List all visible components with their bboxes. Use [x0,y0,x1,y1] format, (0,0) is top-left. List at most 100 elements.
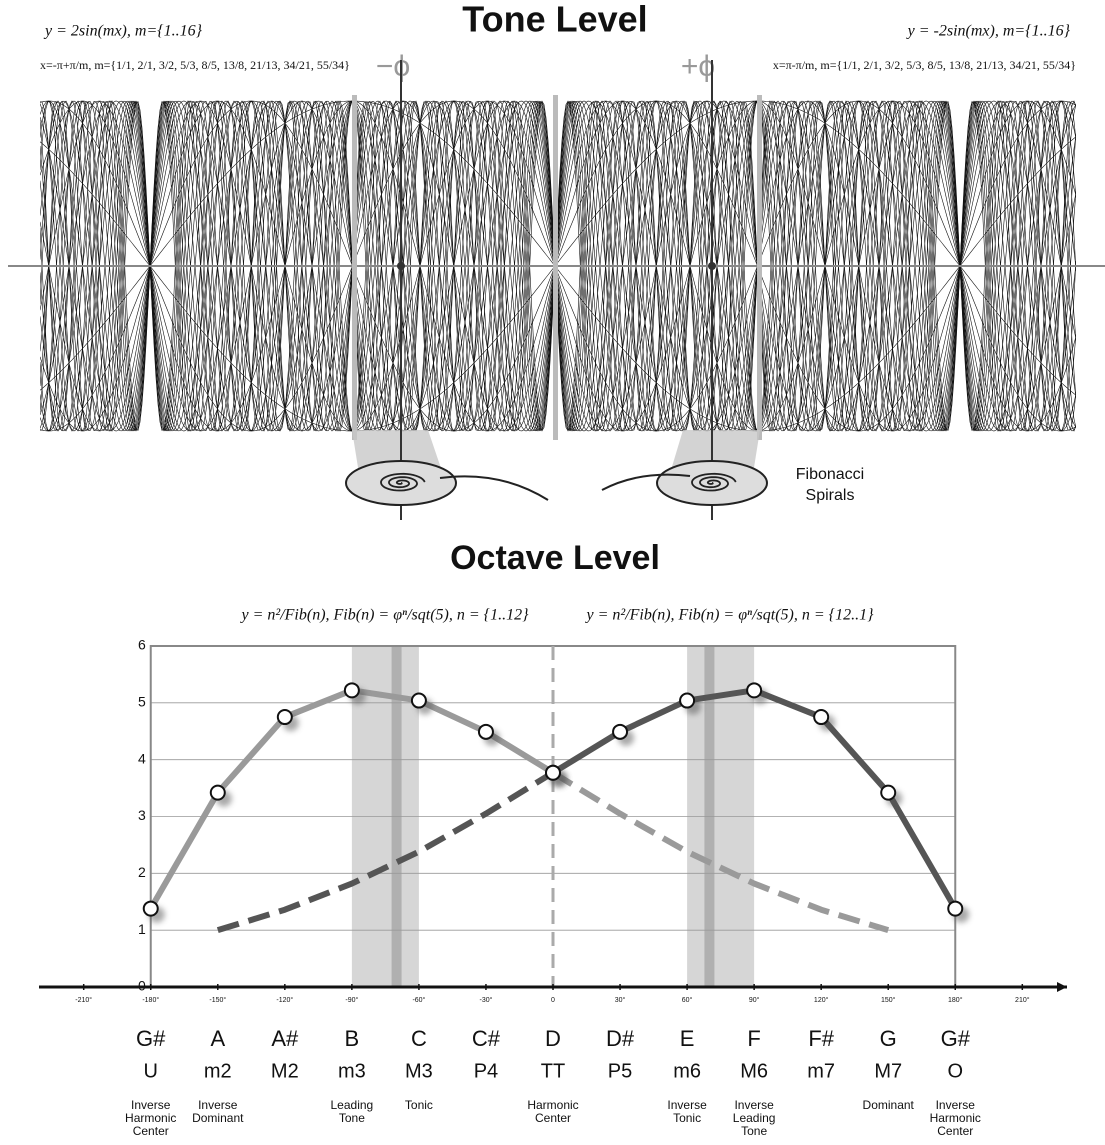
spiral-label: Fibonacci [796,466,864,483]
note-label: B [345,1026,360,1051]
interval-label: m7 [807,1060,835,1082]
function-label: Tonic [673,1111,701,1125]
interval-label: M7 [874,1060,902,1082]
interval-label: M6 [740,1060,768,1082]
note-label: G# [941,1026,971,1051]
marker [545,764,561,781]
y-tick-label: 3 [138,807,146,823]
spiral-label: Spirals [806,487,855,504]
interval-label: U [144,1060,158,1082]
y-tick-label: 2 [138,864,146,880]
x-tick-label: -60° [412,996,425,1004]
function-label: Center [535,1111,571,1125]
spiral-tail [439,475,549,501]
function-label: Inverse [936,1098,976,1112]
x-tick-label: 30° [615,996,626,1004]
interval-label: P5 [608,1060,632,1082]
interval-label: O [947,1060,963,1082]
note-label: G# [136,1026,166,1051]
interval-label: P4 [474,1060,498,1082]
formula: y = n²/Fib(n), Fib(n) = φⁿ/sqt(5), n = {… [585,607,875,624]
marker [276,709,293,726]
x-formula-left: x=-π+π/m, m={1/1, 2/1, 3/2, 5/3, 8/5, 13… [40,58,350,72]
x-tick-label: 210° [1015,996,1030,1004]
x-tick-label: -210° [75,996,92,1004]
function-label: Harmonic [125,1111,176,1125]
note-label: F [747,1026,760,1051]
interval-label: m3 [338,1060,366,1082]
function-label: Tone [741,1124,767,1138]
x-tick-label: 150° [881,996,896,1004]
interval-label: M2 [271,1060,299,1082]
function-label: Dominant [192,1111,244,1125]
note-label: F# [808,1026,834,1051]
y-tick-label: 5 [138,694,146,710]
marker [142,900,159,917]
x-tick-label: -150° [209,996,226,1004]
axis-arrow [1057,982,1067,992]
x-tick-label: 0 [551,997,555,1004]
note-label: C# [472,1026,501,1051]
function-label: Tonic [405,1098,433,1112]
y-tick-label: 1 [138,921,146,937]
marker [612,723,629,740]
note-label: G [880,1026,897,1051]
chart-title: Octave Level [450,539,660,577]
note-label: C [411,1026,427,1051]
phi-point [708,262,716,270]
note-label: A [210,1026,225,1051]
x-tick-label: 60° [682,996,693,1004]
x-tick-label: 120° [814,996,829,1004]
function-label: Leading [733,1111,776,1125]
marker [813,709,830,726]
interval-label: m6 [673,1060,701,1082]
x-tick-label: 90° [749,996,760,1004]
interval-label: m2 [204,1060,232,1082]
spiral [691,472,737,492]
function-label: Tone [339,1111,365,1125]
marker [746,682,763,699]
function-label: Inverse [131,1098,171,1112]
phi-point [397,262,405,270]
tone-title: Tone Level [462,0,647,40]
marker [209,784,226,801]
y-tick-label: 6 [138,637,146,653]
interval-label: TT [541,1060,565,1082]
note-label: D# [606,1026,635,1051]
series-line [551,770,890,934]
x-tick-label: -90° [345,996,358,1004]
y-tick-label: 4 [138,750,146,766]
x-tick-label: -30° [479,996,492,1004]
tone-level: Tone Level y = 2sin(mx), m={1..16} y = -… [8,0,1105,520]
marker [477,723,494,740]
spiral [380,472,426,492]
x-tick-label: -180° [142,996,159,1004]
marker [947,900,964,917]
spirals [380,472,737,492]
note-label: D [545,1026,561,1051]
function-label: Leading [331,1098,374,1112]
divider [757,95,762,440]
function-label: Center [133,1124,169,1138]
function-label: Center [937,1124,973,1138]
marker [679,692,696,709]
note-label: E [680,1026,695,1051]
note-label: A# [271,1026,299,1051]
function-label: Inverse [198,1098,238,1112]
x-formula-right: x=π-π/m, m={1/1, 2/1, 3/2, 5/3, 8/5, 13/… [773,58,1076,72]
function-label: Inverse [667,1098,707,1112]
divider [553,95,558,440]
function-label: Harmonic [527,1098,578,1112]
marker [880,784,897,801]
minus-phi: −ϕ [376,50,410,83]
function-label: Dominant [863,1098,915,1112]
interval-label: M3 [405,1060,433,1082]
function-label: Inverse [734,1098,774,1112]
x-tick-label: 180° [948,996,963,1004]
x-tick-label: -120° [276,996,293,1004]
spiral-tail [601,473,691,491]
octave-level: Octave Level y = n²/Fib(n), Fib(n) = φⁿ/… [39,539,1067,1138]
formula-right: y = -2sin(mx), m={1..16} [906,23,1071,40]
series-line [216,770,555,934]
formula: y = n²/Fib(n), Fib(n) = φⁿ/sqt(5), n = {… [240,607,530,624]
